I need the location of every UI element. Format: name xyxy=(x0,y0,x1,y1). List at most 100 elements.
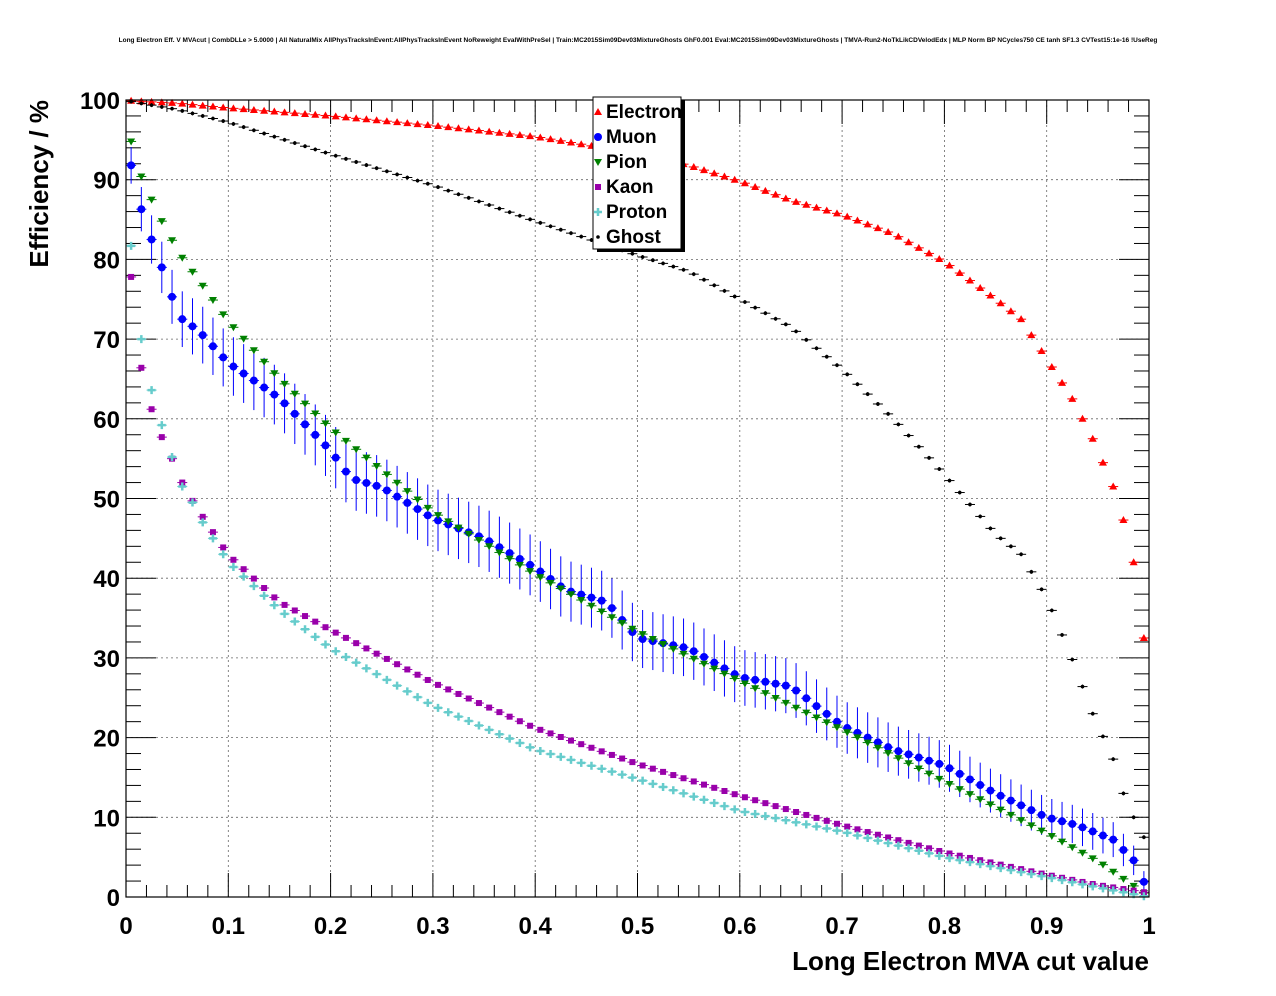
data-point-proton xyxy=(1119,888,1128,897)
data-point-electron xyxy=(290,109,299,117)
data-point-proton xyxy=(1027,870,1036,879)
data-point-proton xyxy=(239,572,248,581)
data-point-kaon xyxy=(588,744,595,751)
data-point-ghost xyxy=(702,277,706,282)
data-point-electron xyxy=(1006,307,1015,315)
data-point-kaon xyxy=(383,655,390,662)
data-point-ghost xyxy=(518,213,522,218)
data-point-pion xyxy=(822,719,831,727)
data-point-electron xyxy=(567,138,576,146)
data-point-proton xyxy=(884,839,893,848)
data-point-muon xyxy=(1139,877,1148,886)
data-point-proton xyxy=(393,681,402,690)
data-point-electron xyxy=(434,122,443,130)
data-point-electron xyxy=(260,106,269,114)
data-point-proton xyxy=(341,652,350,661)
data-point-muon xyxy=(301,420,310,429)
data-point-proton xyxy=(1078,880,1087,889)
data-point-pion xyxy=(873,744,882,752)
y-tick-label: 0 xyxy=(107,885,120,912)
data-point-proton xyxy=(587,761,596,770)
y-tick-label: 90 xyxy=(93,168,120,195)
data-point-pion xyxy=(740,680,749,688)
data-point-proton xyxy=(669,786,678,795)
y-tick-label: 60 xyxy=(93,407,120,434)
data-point-electron xyxy=(914,243,923,251)
data-point-muon xyxy=(403,498,412,507)
data-point-muon xyxy=(1027,806,1036,815)
data-point-kaon xyxy=(711,784,718,791)
data-point-proton xyxy=(925,849,934,858)
data-point-muon xyxy=(1047,814,1056,823)
data-point-kaon xyxy=(926,845,933,852)
data-point-ghost xyxy=(640,255,645,259)
data-point-pion xyxy=(249,347,258,355)
data-point-kaon xyxy=(598,748,605,755)
data-point-kaon xyxy=(946,850,953,857)
data-point-pion xyxy=(996,806,1005,814)
data-point-ghost xyxy=(681,267,686,272)
data-point-ghost xyxy=(876,402,880,406)
data-point-muon xyxy=(945,764,954,773)
data-point-muon xyxy=(147,235,156,244)
data-point-pion xyxy=(567,591,576,599)
data-point-kaon xyxy=(772,803,779,810)
data-point-electron xyxy=(495,128,504,136)
data-point-proton xyxy=(413,693,422,702)
data-point-kaon xyxy=(752,797,759,804)
data-point-proton xyxy=(1037,872,1046,881)
data-point-proton xyxy=(137,335,146,344)
data-point-muon xyxy=(607,604,616,613)
data-point-proton xyxy=(761,812,770,821)
data-point-ghost xyxy=(1039,587,1044,592)
data-point-kaon xyxy=(414,671,421,678)
data-point-electron xyxy=(413,120,422,128)
data-point-proton xyxy=(280,609,289,618)
data-point-kaon xyxy=(803,811,810,818)
data-point-pion xyxy=(290,390,299,398)
data-point-ghost xyxy=(1070,657,1075,662)
data-point-pion xyxy=(147,196,156,204)
data-point-muon xyxy=(679,643,688,652)
data-point-proton xyxy=(594,208,602,216)
data-point-muon xyxy=(157,263,166,272)
data-point-pion xyxy=(280,380,289,388)
data-series xyxy=(126,96,1149,901)
data-point-muon xyxy=(812,702,821,711)
data-point-electron xyxy=(454,124,463,132)
data-point-electron xyxy=(1017,315,1026,323)
data-point-ghost xyxy=(835,363,839,367)
data-point-muon xyxy=(904,750,913,759)
data-point-ghost xyxy=(1019,552,1023,557)
x-tick-label: 0.8 xyxy=(928,913,961,940)
series-muon xyxy=(126,147,1149,893)
data-point-pion xyxy=(720,670,729,678)
data-point-pion xyxy=(587,602,596,610)
data-point-proton xyxy=(198,518,207,527)
data-point-electron xyxy=(812,203,821,211)
data-point-proton xyxy=(648,779,657,788)
data-point-ghost xyxy=(865,392,870,396)
data-point-proton xyxy=(1017,868,1026,877)
data-point-electron xyxy=(976,284,985,292)
data-point-proton xyxy=(1139,892,1148,901)
data-point-kaon xyxy=(905,839,912,846)
data-point-muon xyxy=(976,781,985,790)
data-point-pion xyxy=(986,801,995,809)
data-point-ghost xyxy=(1111,757,1115,761)
data-point-pion xyxy=(556,585,565,593)
legend-item-ghost: Ghost xyxy=(596,227,662,248)
data-point-ghost xyxy=(1131,815,1136,820)
data-point-electron xyxy=(822,206,831,214)
data-point-ghost xyxy=(671,264,676,269)
data-point-proton xyxy=(423,698,432,707)
data-point-electron xyxy=(311,110,320,118)
data-point-muon xyxy=(382,486,391,495)
data-point-proton xyxy=(536,747,545,756)
data-point-electron xyxy=(1119,516,1128,524)
data-point-electron xyxy=(188,100,197,108)
data-point-electron xyxy=(802,200,811,208)
data-point-electron xyxy=(280,108,289,116)
data-point-electron xyxy=(208,102,217,110)
data-point-kaon xyxy=(230,556,237,563)
